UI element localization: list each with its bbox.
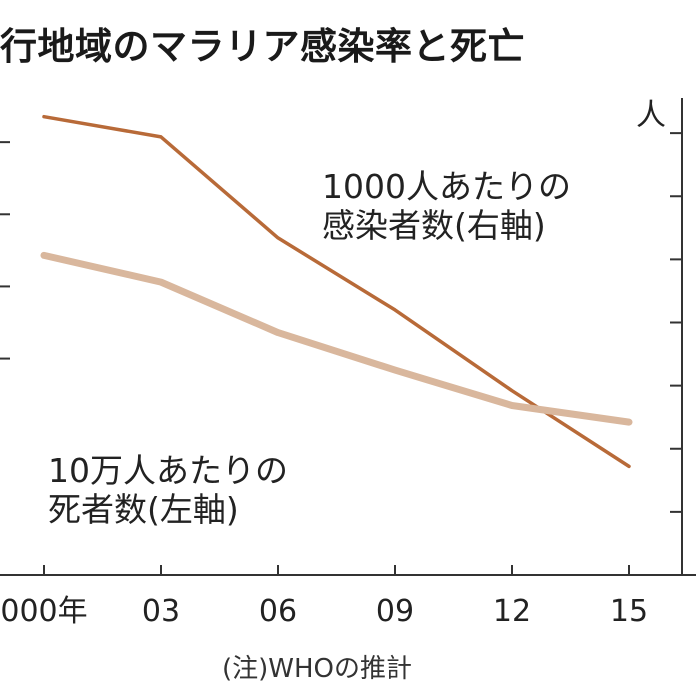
x-tick-label-2000: 000年 xyxy=(0,594,87,629)
right-axis-unit: 人 xyxy=(636,98,666,133)
x-tick-label-2003: 03 xyxy=(142,594,180,629)
death-label-line-2: 死者数(左軸) xyxy=(48,489,239,529)
infection-label-line-1: 1000人あたりの xyxy=(322,167,571,206)
infection-series-label: 1000人あたりの 感染者数(右軸) xyxy=(322,167,571,246)
infection-rate-line xyxy=(42,114,631,469)
series-layer xyxy=(40,114,633,469)
right-y-axis xyxy=(670,98,683,575)
death-rate-line xyxy=(40,251,633,426)
x-tick-label-2006: 06 xyxy=(259,594,297,629)
chart-title: 行地域のマラリア感染率と死亡 xyxy=(0,25,525,68)
x-tick-label-2015: 15 xyxy=(610,594,648,629)
death-series-label: 10万人あたりの 死者数(左軸) xyxy=(48,451,288,530)
source-note: (注)WHOの推計 xyxy=(222,654,413,684)
x-tick-label-2009: 09 xyxy=(376,594,414,629)
x-axis: 000年 03 06 09 12 15 xyxy=(0,565,696,629)
death-label-line-1: 10万人あたりの xyxy=(48,451,288,490)
left-y-axis xyxy=(0,141,10,360)
infection-label-line-2: 感染者数(右軸) xyxy=(322,205,546,245)
x-tick-label-2012: 12 xyxy=(493,594,531,629)
